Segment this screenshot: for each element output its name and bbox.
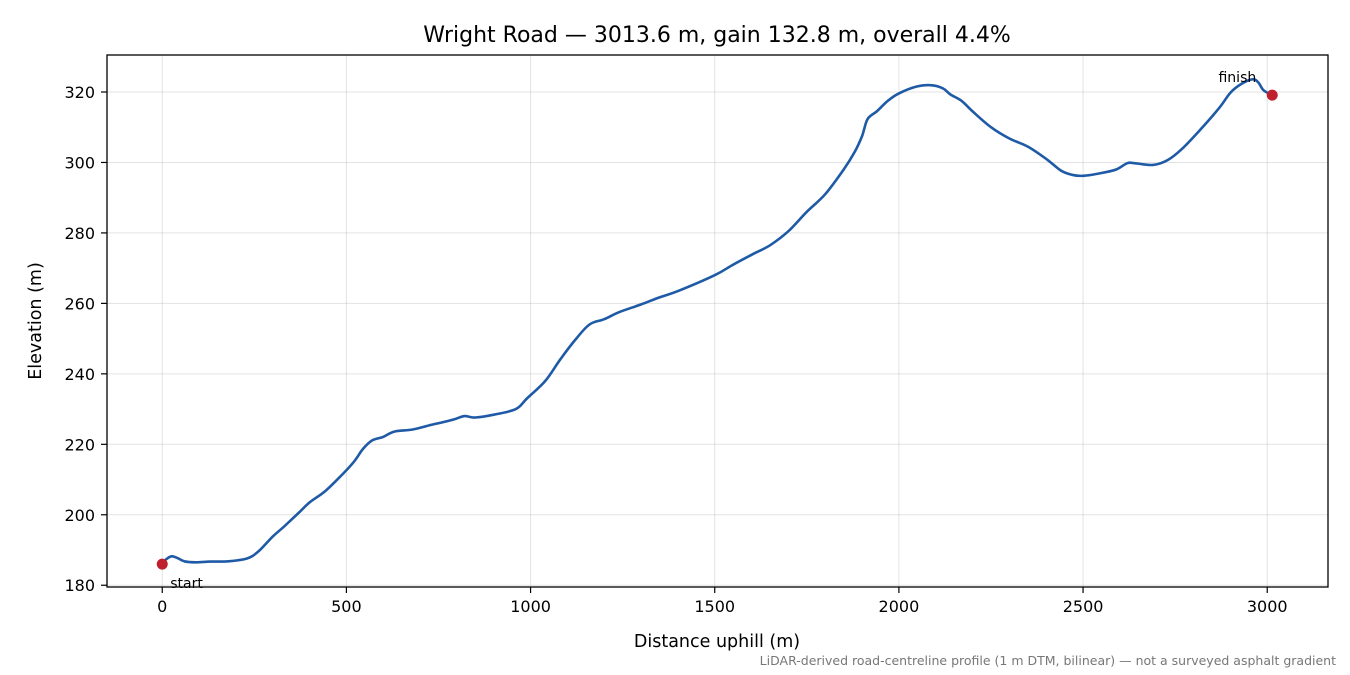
x-tick-label: 1500 [694, 597, 735, 616]
y-tick-label: 220 [64, 435, 95, 454]
y-axis-ticks: 180 200 220 240 260 280 300 320 [64, 83, 107, 595]
x-tick-label: 1000 [510, 597, 551, 616]
y-tick-label: 320 [64, 83, 95, 102]
finish-annotation: finish [1218, 70, 1256, 86]
y-tick-label: 280 [64, 224, 95, 243]
endpoint-markers [156, 89, 1278, 570]
footnote: LiDAR-derived road-centreline profile (1… [760, 653, 1336, 668]
plot-frame [106, 54, 1329, 588]
y-tick-label: 180 [64, 576, 95, 595]
start-annotation: start [170, 576, 203, 592]
y-tick-label: 260 [64, 294, 95, 313]
x-tick-label: 3000 [1247, 597, 1288, 616]
x-axis-ticks: 0 500 1000 1500 2000 2500 3000 [157, 587, 1288, 616]
x-tick-label: 2500 [1063, 597, 1104, 616]
grid-lines [107, 55, 1328, 587]
y-axis-label: Elevation (m) [26, 262, 46, 380]
finish-marker [1266, 89, 1278, 101]
elevation-line [160, 77, 1274, 566]
x-tick-label: 2000 [879, 597, 920, 616]
y-tick-label: 240 [64, 365, 95, 384]
y-tick-label: 300 [64, 153, 95, 172]
x-tick-label: 0 [157, 597, 167, 616]
chart-title: Wright Road — 3013.6 m, gain 132.8 m, ov… [423, 23, 1011, 48]
x-tick-label: 500 [331, 597, 362, 616]
y-tick-label: 200 [64, 506, 95, 525]
x-axis-label: Distance uphill (m) [634, 632, 800, 652]
start-marker [156, 558, 168, 570]
